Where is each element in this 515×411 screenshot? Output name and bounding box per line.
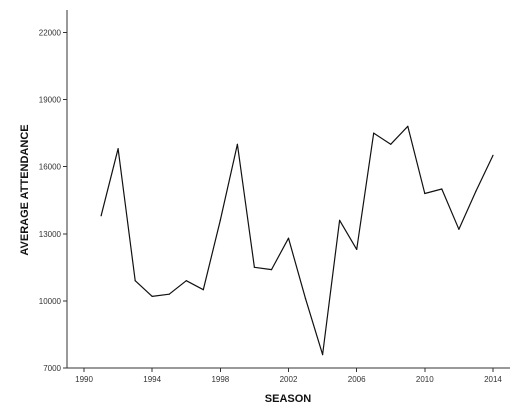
data-point <box>441 188 443 190</box>
data-point <box>475 190 477 192</box>
y-tick-label: 10000 <box>39 297 62 306</box>
data-point <box>373 132 375 134</box>
data-point <box>458 228 460 230</box>
data-point <box>356 248 358 250</box>
data-point <box>424 192 426 195</box>
data-point <box>322 354 324 356</box>
data-point <box>202 289 204 291</box>
y-tick-label: 13000 <box>39 230 62 239</box>
data-point <box>168 293 170 295</box>
x-axis-ticks: 1990 1994 1998 2002 2006 2010 2014 <box>75 368 502 384</box>
data-point <box>339 219 341 221</box>
x-tick-label: 1998 <box>211 375 229 384</box>
data-point <box>117 148 119 150</box>
data-point <box>219 219 221 221</box>
x-tick-label: 2006 <box>348 375 366 384</box>
y-tick-label: 19000 <box>39 96 62 105</box>
data-point <box>407 125 409 127</box>
x-tick-label: 2010 <box>416 375 434 384</box>
x-tick-label: 1990 <box>75 375 93 384</box>
x-tick-label: 2014 <box>484 375 502 384</box>
data-point <box>287 237 290 239</box>
data-point <box>492 154 494 156</box>
data-point <box>236 143 238 145</box>
x-tick-label: 1994 <box>143 375 161 384</box>
data-point <box>100 215 102 217</box>
y-axis-ticks: 7000 10000 13000 16000 19000 22000 <box>39 28 67 373</box>
data-point <box>390 143 392 145</box>
x-tick-label: 2002 <box>280 375 298 384</box>
chart-axes <box>66 10 510 369</box>
series-line <box>100 125 494 356</box>
data-point <box>270 269 273 271</box>
data-point <box>304 298 307 300</box>
series-layer <box>100 125 494 356</box>
data-point <box>185 280 187 282</box>
x-axis-title: SEASON <box>265 393 312 405</box>
y-tick-label: 7000 <box>43 364 61 373</box>
data-point <box>253 266 255 268</box>
data-point <box>151 295 153 297</box>
y-tick-label: 16000 <box>39 163 62 172</box>
y-axis-title: AVERAGE ATTENDANCE <box>19 124 31 255</box>
data-point <box>134 280 136 282</box>
y-tick-label: 22000 <box>39 28 62 37</box>
